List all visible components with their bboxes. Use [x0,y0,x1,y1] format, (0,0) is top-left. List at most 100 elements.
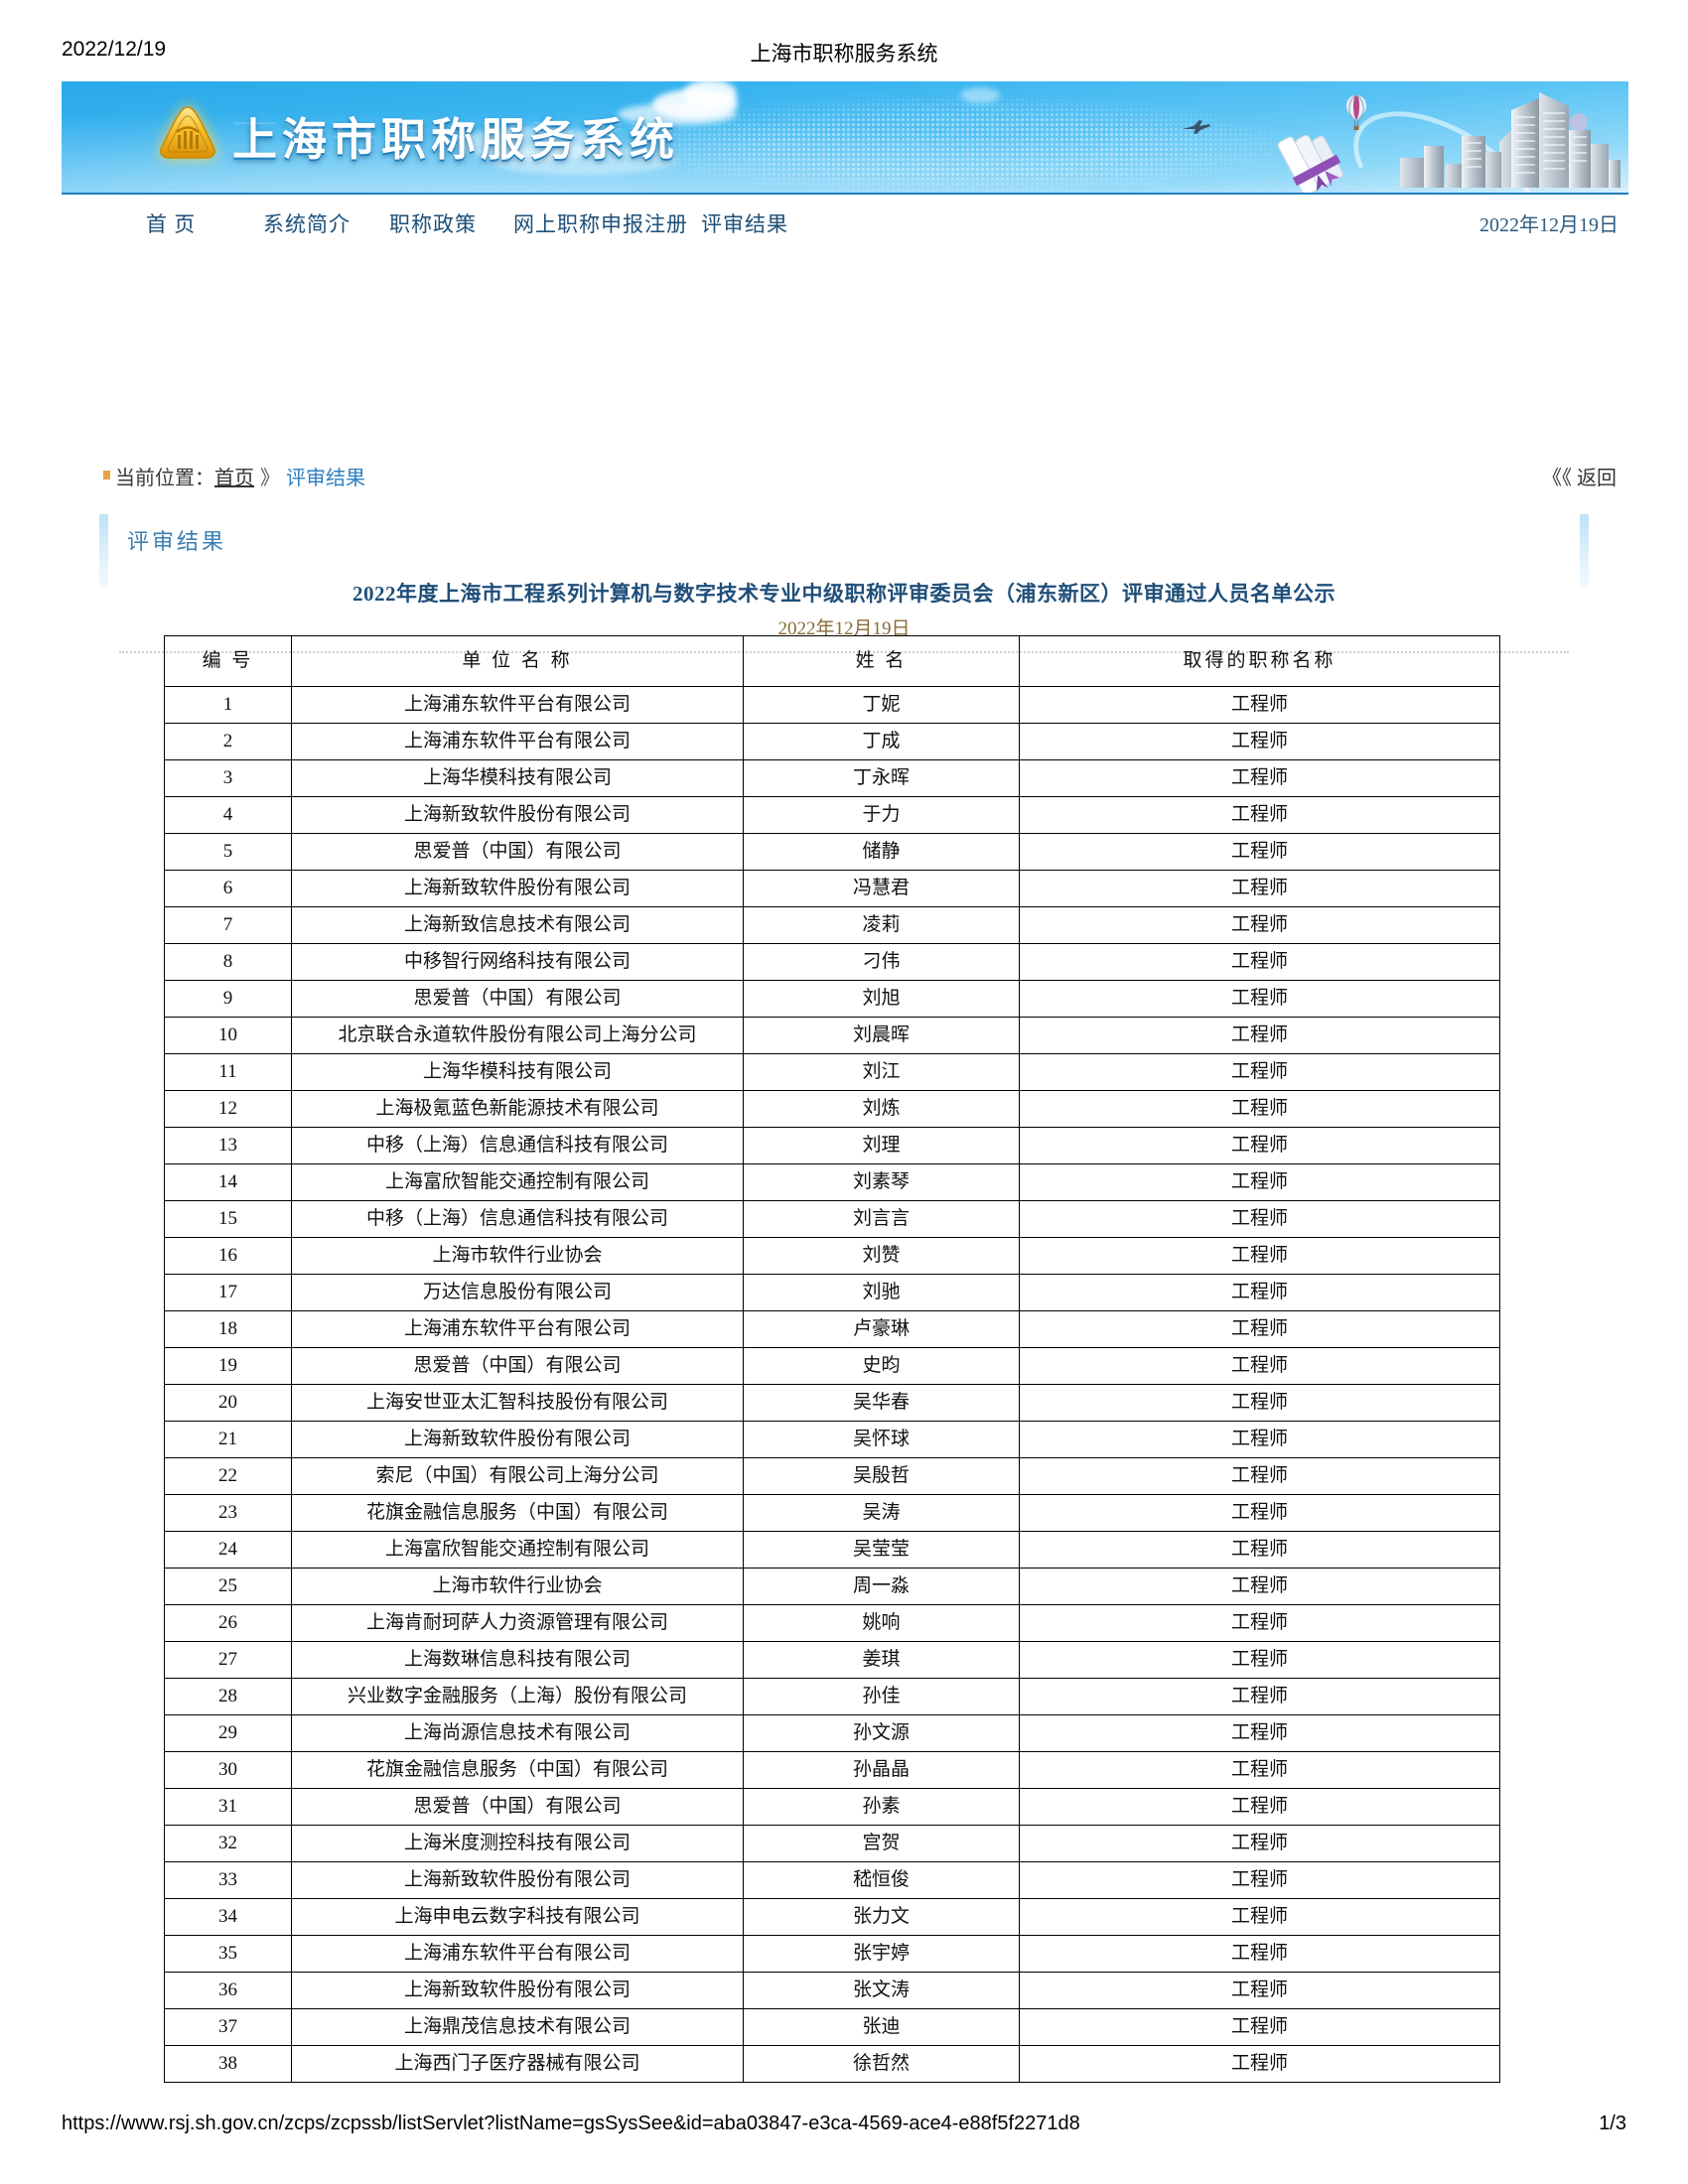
cell-org: 上海富欣智能交通控制有限公司 [291,1163,744,1201]
cell-no: 12 [164,1090,292,1128]
cell-org: 上海浦东软件平台有限公司 [291,723,744,760]
cell-org: 上海尚源信息技术有限公司 [291,1714,744,1752]
cell-title: 工程师 [1019,1751,1500,1789]
shanghai-emblem-logo-icon [157,105,218,163]
cell-org: 上海申电云数字科技有限公司 [291,1898,744,1936]
cell-title: 工程师 [1019,1678,1500,1715]
approved-personnel-table: 编 号 单 位 名 称 姓 名 取得的职称名称 1 上海浦东软件平台有限公司 丁妮工… [164,635,1500,2083]
cell-no: 6 [164,870,292,907]
main-navigation: 首 页 系统简介 职称政策 网上职称申报注册 评审结果 2022年12月19日 [62,193,1628,244]
table-row: 2 上海浦东软件平台有限公司 丁成 工程师 [164,723,1500,760]
nav-item-results[interactable]: 评审结果 [701,212,788,236]
cell-no: 33 [164,1861,292,1899]
cell-no: 15 [164,1200,292,1238]
panel-left-accent-bar [99,514,108,588]
table-row: 14 上海富欣智能交通控制有限公司 刘素琴 工程师 [164,1163,1500,1201]
cell-name: 刘旭 [743,980,1020,1018]
table-row: 34 上海申电云数字科技有限公司 张力文 工程师 [164,1898,1500,1936]
cell-name: 张宇婷 [743,1935,1020,1973]
cell-no: 8 [164,943,292,981]
table-row: 27 上海数琳信息科技有限公司 姜琪 工程师 [164,1641,1500,1679]
cell-name: 张力文 [743,1898,1020,1936]
table-row: 19 思爱普（中国）有限公司 史昀 工程师 [164,1347,1500,1385]
table-row: 11 上海华模科技有限公司 刘江 工程师 [164,1053,1500,1091]
cell-no: 31 [164,1788,292,1826]
nav-item-policy[interactable]: 职称政策 [389,212,477,236]
banner-dotted-world-map [618,87,1372,193]
page-body: 上海市职称服务系统 上海市职称服务系统 [62,81,1628,244]
table-row: 21 上海新致软件股份有限公司 吴怀球 工程师 [164,1421,1500,1458]
cloud-icon [457,127,606,161]
table-row: 8 中移智行网络科技有限公司 刁伟 工程师 [164,943,1500,981]
cell-no: 28 [164,1678,292,1715]
cell-name: 于力 [743,796,1020,834]
cell-org: 上海浦东软件平台有限公司 [291,686,744,724]
cell-org: 花旗金融信息服务（中国）有限公司 [291,1751,744,1789]
back-link[interactable]: 《《 返回 [1542,468,1617,489]
cell-no: 36 [164,1972,292,2009]
table-row: 1 上海浦东软件平台有限公司 丁妮 工程师 [164,686,1500,724]
cell-name: 凌莉 [743,906,1020,944]
cell-name: 刁伟 [743,943,1020,981]
cell-org: 索尼（中国）有限公司上海分公司 [291,1457,744,1495]
cell-name: 刘晨晖 [743,1017,1020,1054]
cell-org: 上海西门子医疗器械有限公司 [291,2045,744,2083]
table-header-row: 编 号 单 位 名 称 姓 名 取得的职称名称 [164,635,1500,687]
airplane-icon [1182,119,1211,140]
nav-item-intro[interactable]: 系统简介 [263,212,351,236]
cell-no: 35 [164,1935,292,1973]
cell-name: 卢豪琳 [743,1310,1020,1348]
cell-name: 刘驰 [743,1274,1020,1311]
column-header-no: 编 号 [164,635,292,687]
cell-org: 中移（上海）信息通信科技有限公司 [291,1200,744,1238]
column-header-name: 姓 名 [743,635,1020,687]
table-row: 26 上海肯耐珂萨人力资源管理有限公司 姚响 工程师 [164,1604,1500,1642]
cell-name: 孙佳 [743,1678,1020,1715]
cell-name: 孙文源 [743,1714,1020,1752]
nav-item-registration[interactable]: 网上职称申报注册 [513,212,688,236]
cell-name: 丁成 [743,723,1020,760]
cell-name: 吴华春 [743,1384,1020,1422]
cell-name: 冯慧君 [743,870,1020,907]
cell-no: 4 [164,796,292,834]
table-row: 17 万达信息股份有限公司 刘驰 工程师 [164,1274,1500,1311]
cloud-icon [960,87,1000,103]
cell-name: 姚响 [743,1604,1020,1642]
cell-no: 7 [164,906,292,944]
breadcrumb-bullet-icon [103,471,110,479]
breadcrumb-link-home[interactable]: 首页 [214,468,254,489]
table-row: 10 北京联合永道软件股份有限公司上海分公司 刘晨晖 工程师 [164,1017,1500,1054]
table-row: 5 思爱普（中国）有限公司 储静 工程师 [164,833,1500,871]
hot-air-balloon-icon [1345,94,1367,137]
cell-name: 刘素琴 [743,1163,1020,1201]
nav-item-home[interactable]: 首 页 [146,212,197,236]
results-table-wrapper: 编 号 单 位 名 称 姓 名 取得的职称名称 1 上海浦东软件平台有限公司 丁妮工… [164,635,1500,2083]
cell-name: 吴殷哲 [743,1457,1020,1495]
cell-title: 工程师 [1019,1347,1500,1385]
cell-title: 工程师 [1019,1531,1500,1569]
cell-title: 工程师 [1019,980,1500,1018]
cell-org: 上海肯耐珂萨人力资源管理有限公司 [291,1604,744,1642]
panel-section-title: 评审结果 [127,529,227,554]
cell-org: 上海新致软件股份有限公司 [291,870,744,907]
cell-no: 23 [164,1494,292,1532]
cell-title: 工程师 [1019,1053,1500,1091]
cell-title: 工程师 [1019,1310,1500,1348]
table-row: 15 中移（上海）信息通信科技有限公司 刘言言 工程师 [164,1200,1500,1238]
table-row: 18 上海浦东软件平台有限公司 卢豪琳 工程师 [164,1310,1500,1348]
cell-no: 25 [164,1568,292,1605]
cell-title: 工程师 [1019,943,1500,981]
breadcrumb-separator: 》 [260,468,280,489]
cell-title: 工程师 [1019,1825,1500,1862]
cell-title: 工程师 [1019,1090,1500,1128]
banner-sky-gradient [62,81,1628,193]
table-row: 32 上海米度测控科技有限公司 宫贺 工程师 [164,1825,1500,1862]
cell-title: 工程师 [1019,1788,1500,1826]
cell-title: 工程师 [1019,1898,1500,1936]
table-row: 35 上海浦东软件平台有限公司 张宇婷 工程师 [164,1935,1500,1973]
table-row: 16 上海市软件行业协会 刘赞 工程师 [164,1237,1500,1275]
cell-org: 上海新致信息技术有限公司 [291,906,744,944]
cell-no: 5 [164,833,292,871]
table-row: 7 上海新致信息技术有限公司 凌莉 工程师 [164,906,1500,944]
cell-title: 工程师 [1019,2008,1500,2046]
